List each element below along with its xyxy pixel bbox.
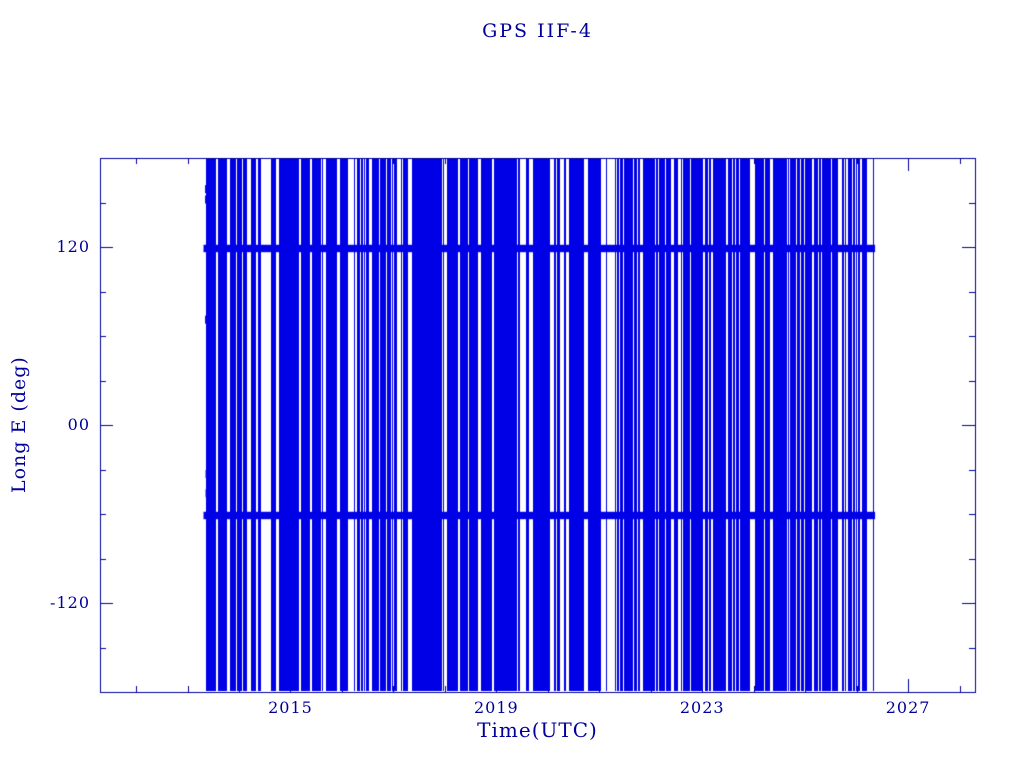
y-tick-label: 00	[67, 415, 90, 434]
y-tick-label: 120	[56, 237, 90, 256]
x-tick-label: 2015	[268, 698, 313, 717]
x-tick-label: 2019	[473, 698, 519, 717]
chart-title: GPS IIF-4	[482, 20, 593, 42]
x-axis-label: Time(UTC)	[477, 718, 598, 742]
x-tick-label: 2027	[885, 698, 931, 717]
y-tick-label: -120	[50, 593, 90, 612]
x-tick-label: 2023	[679, 698, 725, 717]
